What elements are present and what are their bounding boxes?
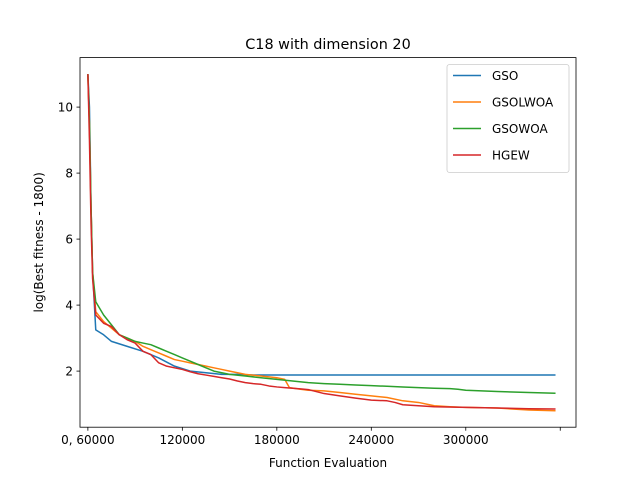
x-tick-label: 180000	[254, 433, 300, 447]
x-axis: 0, 60000 120000 180000 240000 300000	[61, 427, 561, 447]
chart-title: C18 with dimension 20	[245, 37, 410, 53]
legend-label-0: GSO	[492, 69, 518, 83]
x-tick-label: 240000	[348, 433, 394, 447]
x-tick-label: 300000	[443, 433, 489, 447]
y-tick-label: 10	[58, 100, 73, 114]
y-axis-label: log(Best fitness - 1800)	[32, 172, 46, 312]
legend: GSO GSOLWOA GSOWOA HGEW	[446, 64, 570, 173]
x-tick-label: 0, 60000	[61, 433, 114, 447]
series-layer	[87, 74, 556, 412]
legend-label-2: GSOWOA	[492, 122, 548, 136]
legend-box	[446, 64, 570, 173]
y-tick-label: 8	[65, 166, 73, 180]
legend-label-3: HGEW	[492, 149, 530, 163]
y-tick-label: 4	[65, 298, 73, 312]
y-tick-label: 2	[65, 364, 73, 378]
x-axis-label: Function Evaluation	[269, 456, 387, 470]
plot-frame	[79, 57, 577, 428]
legend-label-1: GSOLWOA	[492, 96, 554, 110]
series-line-3	[87, 74, 556, 410]
y-axis: 2 4 6 8 10	[58, 100, 80, 378]
y-tick-label: 6	[65, 232, 73, 246]
x-tick-label: 120000	[159, 433, 205, 447]
